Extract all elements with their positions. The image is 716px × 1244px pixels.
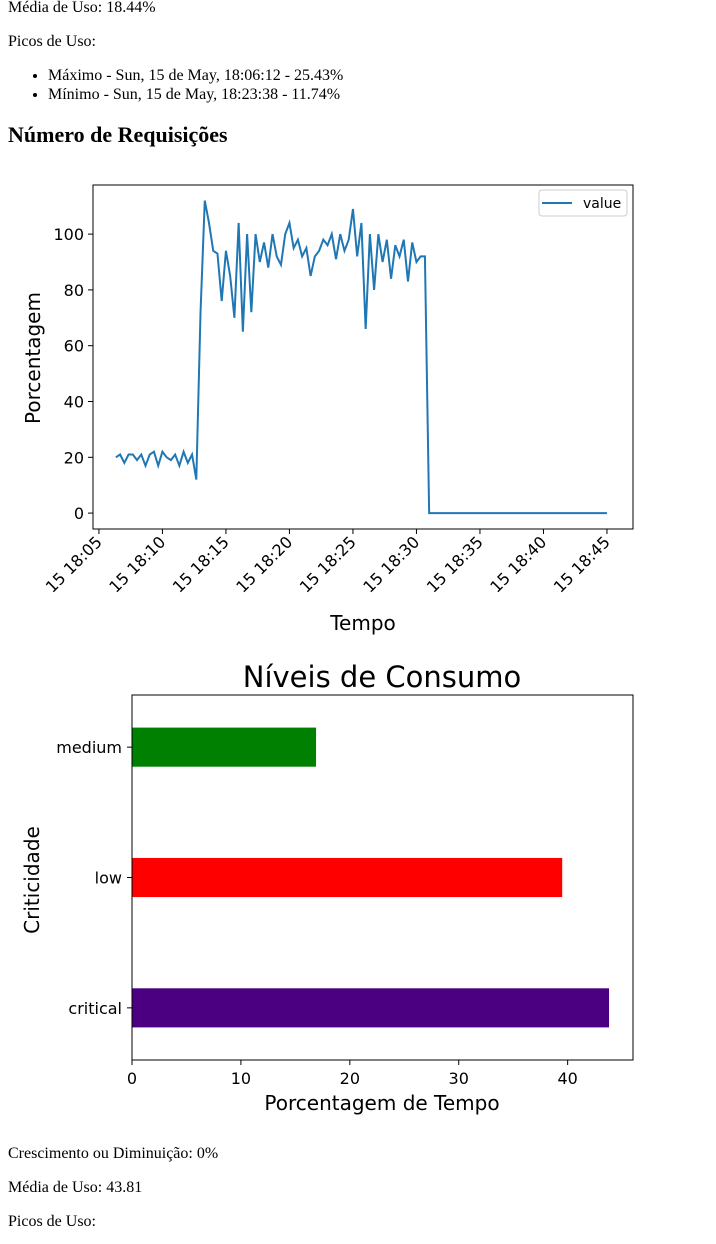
y-tick-label: 0	[74, 504, 84, 523]
x-tick-label: 15 18:35	[423, 532, 487, 596]
legend-label: value	[583, 196, 621, 212]
bar	[132, 727, 317, 767]
y-tick-label: medium	[56, 738, 122, 757]
x-tick-label: 15 18:25	[296, 532, 360, 596]
x-tick-label: 15 18:10	[105, 532, 169, 596]
x-tick-label: 15 18:05	[42, 532, 106, 596]
x-tick-label: 15 18:40	[486, 532, 550, 596]
average: Média de Uso: 18.44%	[8, 0, 156, 16]
x-tick-label: 15 18:45	[550, 532, 614, 596]
y-tick-label: 80	[64, 281, 84, 300]
peak-item: Mínimo - Sun, 15 de May, 18:23:38 - 11.7…	[48, 85, 343, 104]
x-tick-label: 40	[557, 1069, 577, 1088]
legend-box	[538, 189, 628, 217]
bar	[132, 988, 610, 1028]
x-axis-label: Porcentagem de Tempo	[264, 1091, 499, 1115]
line-series	[115, 200, 607, 515]
x-tick-label: 15 18:20	[232, 532, 296, 596]
x-tick-label: 15 18:15	[169, 532, 233, 596]
plot-frame	[131, 694, 634, 1061]
x-tick-label: 10	[231, 1069, 251, 1088]
bar	[132, 857, 563, 898]
average: Média de Uso: 43.81	[8, 1179, 143, 1196]
y-axis-label: Porcentagem	[21, 292, 45, 424]
peaks-list: Máximo - Sun, 15 de May, 18:06:12 - 25.4…	[0, 66, 343, 104]
peak-item: Máximo - Sun, 15 de May, 18:06:12 - 25.4…	[48, 66, 343, 85]
x-tick-label: 30	[449, 1069, 469, 1088]
peaks-label: Picos de Uso:	[8, 33, 96, 50]
section-heading: Número de Requisições	[8, 122, 228, 147]
y-tick-label: 20	[64, 448, 84, 467]
y-tick-label: 40	[64, 392, 84, 411]
chart-title: Níveis de Consumo	[243, 660, 521, 694]
growth: Crescimento ou Diminuição: 0%	[8, 1145, 219, 1162]
x-axis-label: Tempo	[329, 611, 396, 635]
x-tick-label: 15 18:30	[359, 532, 423, 596]
x-tick-label: 20	[340, 1069, 360, 1088]
y-tick-label: critical	[68, 999, 122, 1018]
plot-frame	[92, 184, 634, 530]
y-tick-label: low	[95, 869, 122, 888]
x-tick-label: 0	[127, 1069, 137, 1088]
y-tick-label: 100	[53, 225, 84, 244]
peaks-label: Picos de Uso:	[8, 1213, 96, 1230]
y-tick-label: 60	[64, 337, 84, 356]
y-axis-label: Criticidade	[20, 826, 44, 934]
